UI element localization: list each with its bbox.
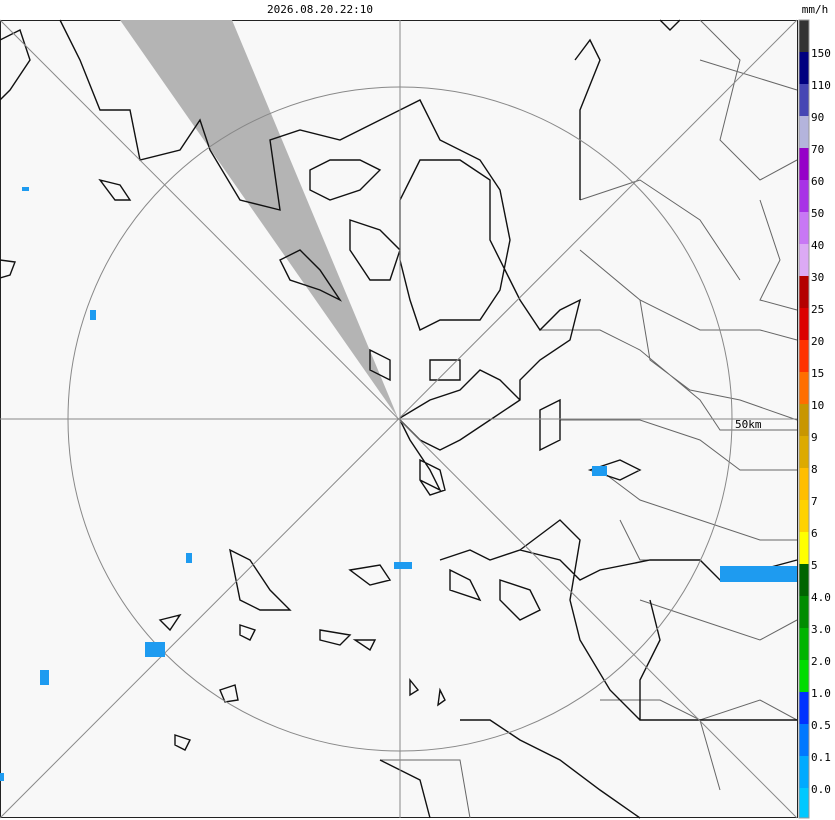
radar-map: 50km — [0, 19, 798, 819]
legend-label: 7 — [811, 495, 818, 508]
diagonal-line — [0, 19, 798, 819]
legend-label: 0.5 — [811, 719, 831, 732]
legend-label: 40 — [811, 239, 824, 252]
legend-swatch — [799, 436, 809, 468]
legend-label: 5 — [811, 559, 818, 572]
legend-swatch — [799, 372, 809, 404]
range-label: 50km — [735, 418, 762, 431]
legend-label: 10 — [811, 399, 824, 412]
legend-unit: mm/h — [802, 3, 829, 16]
rain-echo — [40, 670, 49, 685]
rain-echo — [592, 466, 607, 476]
legend-swatch — [799, 20, 809, 52]
legend-label: 1.0 — [811, 687, 831, 700]
legend-swatch — [799, 500, 809, 532]
legend-label: 60 — [811, 175, 824, 188]
legend-swatch — [799, 628, 809, 660]
rain-echo — [22, 187, 29, 191]
legend-label: 3.0 — [811, 623, 831, 636]
legend-swatch — [799, 532, 809, 564]
coastline — [0, 19, 798, 819]
legend-swatch — [799, 116, 809, 148]
rain-echo — [186, 553, 192, 563]
legend-label: 4.0 — [811, 591, 831, 604]
legend-swatch — [799, 84, 809, 116]
timestamp: 2026.08.20.22:10 — [267, 3, 373, 16]
legend-swatch — [799, 596, 809, 628]
legend-swatch — [799, 692, 809, 724]
beam-blockage — [120, 20, 398, 418]
rain-echo — [0, 773, 4, 781]
legend-swatch — [799, 276, 809, 308]
rain-echo — [720, 566, 797, 582]
legend: mm/h 150 110 90 70 60 50 40 30 25 20 15 10 9 8 7 6 5 4.0 3… — [798, 3, 831, 819]
legend-label: 15 — [811, 367, 824, 380]
legend-swatch — [799, 756, 809, 788]
legend-swatch — [799, 340, 809, 372]
legend-label: 2.0 — [811, 655, 831, 668]
legend-label: 6 — [811, 527, 818, 540]
legend-swatch — [799, 788, 809, 818]
legend-label: 50 — [811, 207, 824, 220]
rain-echo — [394, 562, 412, 569]
legend-swatch — [799, 724, 809, 756]
legend-label: 70 — [811, 143, 824, 156]
legend-label: 25 — [811, 303, 824, 316]
rain-echo — [145, 642, 165, 657]
legend-swatch — [799, 212, 809, 244]
legend-swatch — [799, 308, 809, 340]
legend-label: 0.0 — [811, 783, 831, 796]
legend-swatch — [799, 660, 809, 692]
legend-swatch — [799, 148, 809, 180]
rain-echo — [90, 310, 96, 320]
legend-label: 30 — [811, 271, 824, 284]
legend-label: 20 — [811, 335, 824, 348]
legend-swatch — [799, 564, 809, 596]
legend-swatch — [799, 404, 809, 436]
rain-echoes — [0, 187, 797, 781]
legend-frame — [798, 19, 810, 819]
legend-label: 0.1 — [811, 751, 831, 764]
legend-label: 110 — [811, 79, 831, 92]
legend-label: 90 — [811, 111, 824, 124]
legend-label: 9 — [811, 431, 818, 444]
legend-label: 150 — [811, 47, 831, 60]
legend-swatch — [799, 244, 809, 276]
legend-label: 8 — [811, 463, 818, 476]
legend-swatch — [799, 180, 809, 212]
legend-swatch — [799, 468, 809, 500]
legend-swatch — [799, 52, 809, 84]
admin-boundaries — [380, 19, 798, 819]
